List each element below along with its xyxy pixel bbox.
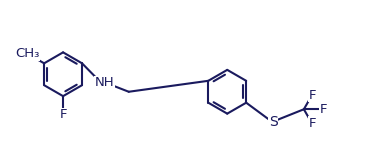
Text: F: F [308,117,316,130]
Text: F: F [308,88,316,102]
Text: NH: NH [95,77,115,89]
Text: CH₃: CH₃ [15,47,39,60]
Text: F: F [59,108,67,121]
Text: F: F [320,103,327,116]
Text: S: S [269,115,278,129]
